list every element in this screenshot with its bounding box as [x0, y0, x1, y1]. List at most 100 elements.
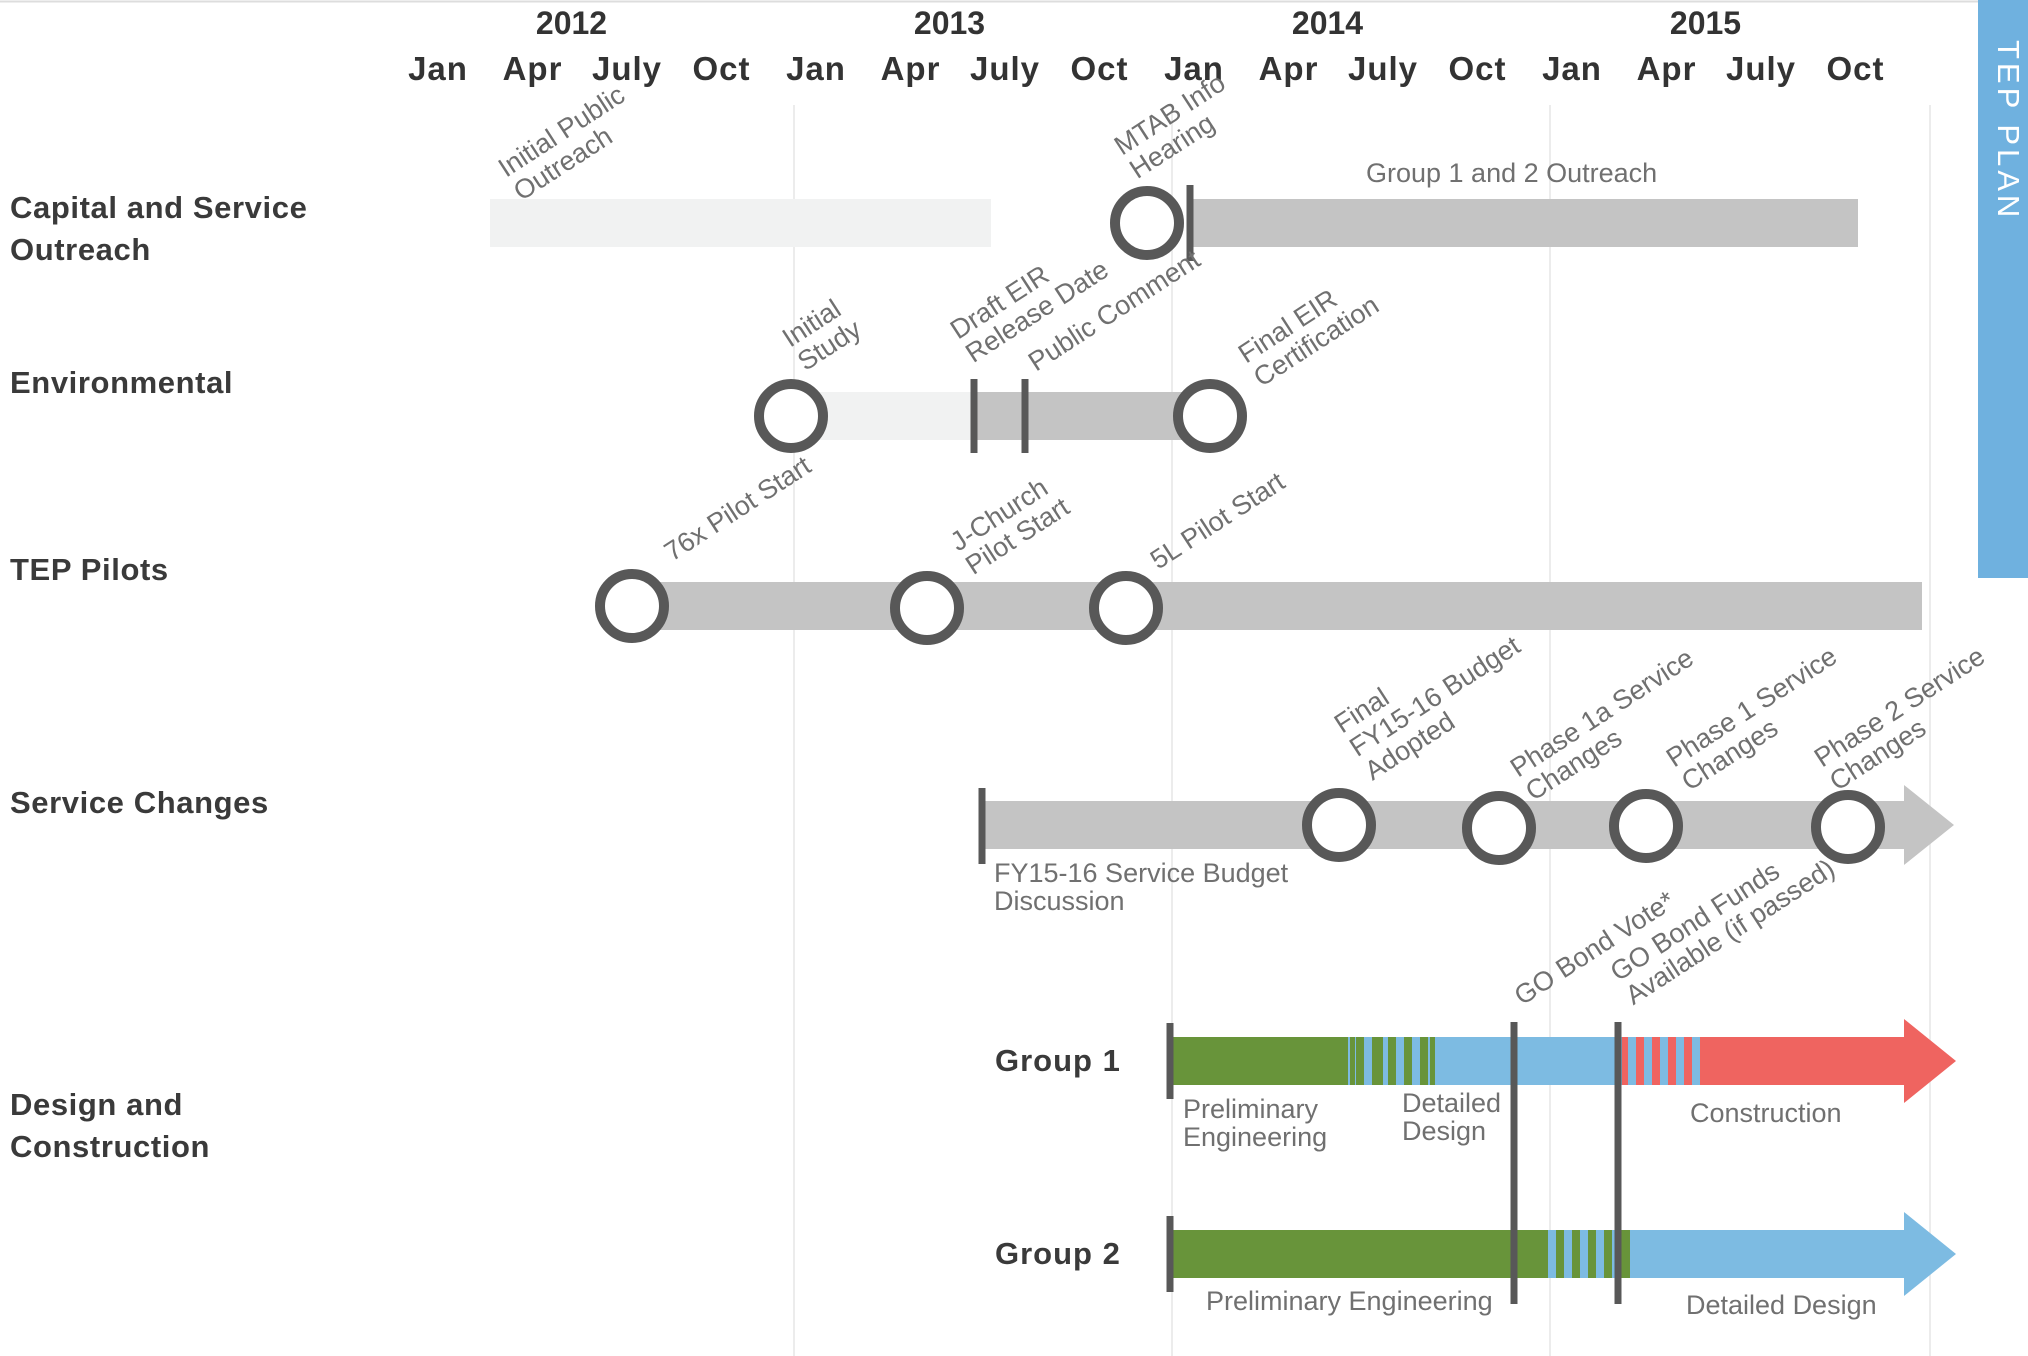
row-label-service: Service Changes	[10, 785, 269, 820]
group-1-label-detailed-design: Detailed Design	[1402, 1088, 1501, 1146]
group-label-2: Group 2	[995, 1236, 1121, 1271]
group-2-label-detailed-design-line: Detailed Design	[1686, 1290, 1877, 1320]
row-label-capital-line: Capital and Service	[10, 190, 307, 225]
row-label-design-line: Design and	[10, 1087, 183, 1122]
year-label-2012: 2012	[536, 5, 607, 41]
milestone-final-eir	[1173, 379, 1247, 453]
row-label-pilots-line: TEP Pilots	[10, 552, 169, 587]
month-label-2012-oct: Oct	[692, 50, 750, 87]
group-1-label-detailed-design-line: Detailed	[1402, 1088, 1501, 1118]
row-label-service-line: Service Changes	[10, 785, 269, 820]
group-2-phase-0	[1170, 1230, 1545, 1278]
month-label-2015-jan: Jan	[1542, 50, 1602, 87]
group-1-label-preliminary-engineering: Preliminary Engineering	[1183, 1094, 1327, 1152]
label-j-church-pilot-start: J-ChurchPilot Start	[945, 468, 1075, 581]
month-label-2014-apr: Apr	[1259, 50, 1319, 87]
note-group-1-2-outreach: Group 1 and 2 Outreach	[1366, 158, 1657, 188]
month-label-2013-oct: Oct	[1070, 50, 1128, 87]
group-2-transition-blue-2	[1580, 1230, 1588, 1278]
month-label-2013-apr: Apr	[881, 50, 941, 87]
group-1-transition-green-4	[1420, 1037, 1428, 1085]
row-label-environmental: Environmental	[10, 365, 233, 400]
month-label-2014-oct: Oct	[1448, 50, 1506, 87]
row-label-environmental-line: Environmental	[10, 365, 233, 400]
group-1-phase-4	[1710, 1037, 1904, 1085]
group-1-transition-blue-2	[1660, 1037, 1668, 1085]
bar-environmental-1	[975, 392, 1210, 440]
bar-pilots-0	[632, 582, 1922, 630]
group-1-stripe-0	[1350, 1037, 1355, 1085]
milestone-mtab-info-hearing	[1110, 186, 1184, 260]
row-label-capital-line: Outreach	[10, 232, 151, 267]
row-label-design-line: Construction	[10, 1129, 210, 1164]
group-1-stripe-2	[1378, 1037, 1383, 1085]
group-2-transition-blue-0	[1548, 1230, 1556, 1278]
group-1-phase-2	[1432, 1037, 1622, 1085]
milestone-final-fy15-16-budget	[1302, 788, 1376, 862]
group-1-transition-green-3	[1404, 1037, 1412, 1085]
milestone-initial-study	[754, 379, 828, 453]
group-1-transition-blue-3	[1676, 1037, 1684, 1085]
group-1-stripe-1	[1365, 1037, 1370, 1085]
group-1-label-preliminary-engineering-line: Engineering	[1183, 1122, 1327, 1152]
tep-plan-side-tab	[1978, 0, 2028, 578]
milestone-j-church-pilot-start	[890, 571, 964, 645]
group-1-label-detailed-design-line: Design	[1402, 1116, 1486, 1146]
milestone-5l-pilot-start	[1089, 571, 1163, 645]
month-label-2014-jan: Jan	[1164, 50, 1224, 87]
milestone-76x-pilot-start	[595, 569, 669, 643]
group-2-transition-blue-1	[1564, 1230, 1572, 1278]
month-label-2012-apr: Apr	[503, 50, 563, 87]
group-label-1: Group 1	[995, 1043, 1121, 1078]
group-2-label-detailed-design: Detailed Design	[1686, 1290, 1877, 1320]
month-label-2012-jan: Jan	[408, 50, 468, 87]
label-76x-pilot-start-line: 76x Pilot Start	[659, 450, 817, 567]
milestone-phase-2	[1811, 790, 1885, 864]
bar-capital-1	[1188, 199, 1858, 247]
row-label-capital: Capital and Service Outreach	[10, 190, 307, 267]
note-fy15-16-service-budget-discussion: FY15-16 Service Budget Discussion	[994, 858, 1289, 916]
row-label-design: Design and Construction	[10, 1087, 210, 1164]
month-label-2012-july: July	[592, 50, 662, 87]
group-1-phase-0	[1170, 1037, 1348, 1085]
label-initial-public-outreach: Initial PublicOutreach	[493, 79, 645, 206]
group-2-transition-blue-3	[1596, 1230, 1604, 1278]
tep-plan-tab-label: TEP PLAN	[1991, 40, 2026, 221]
group-2-label-preliminary-engineering: Preliminary Engineering	[1206, 1286, 1493, 1316]
group-1-arrowhead	[1904, 1019, 1956, 1103]
note-fy15-16-service-budget-discussion-line: Discussion	[994, 886, 1125, 916]
group-1-transition-green-0	[1356, 1037, 1364, 1085]
group-1-transition-green-1	[1372, 1037, 1380, 1085]
group-1-transition-blue-1	[1644, 1037, 1652, 1085]
month-label-2013-jan: Jan	[786, 50, 846, 87]
year-label-2015: 2015	[1670, 5, 1741, 41]
marks-layer	[595, 185, 1885, 1304]
month-label-2015-july: July	[1726, 50, 1796, 87]
group-1-transition-blue-4	[1692, 1037, 1700, 1085]
bar-service-body	[982, 801, 1904, 849]
group-1-label-construction-line: Construction	[1690, 1098, 1842, 1128]
month-label-2015-oct: Oct	[1826, 50, 1884, 87]
month-label-2013-july: July	[970, 50, 1040, 87]
group-2-label-preliminary-engineering-line: Preliminary Engineering	[1206, 1286, 1493, 1316]
month-label-2014-july: July	[1348, 50, 1418, 87]
year-label-2013: 2013	[914, 5, 985, 41]
bars-layer	[490, 0, 2028, 1296]
group-2-arrowhead	[1904, 1212, 1956, 1296]
month-label-2015-apr: Apr	[1637, 50, 1697, 87]
group-1-transition-blue-0	[1628, 1037, 1636, 1085]
milestone-phase-1	[1609, 789, 1683, 863]
milestone-phase-1a	[1462, 791, 1536, 865]
year-label-2014: 2014	[1292, 5, 1363, 41]
note-fy15-16-service-budget-discussion-line: FY15-16 Service Budget	[994, 858, 1289, 888]
label-5l-pilot-start-line: 5L Pilot Start	[1145, 466, 1291, 575]
label-5l-pilot-start: 5L Pilot Start	[1145, 466, 1291, 575]
label-final-eir-certification: Final EIRCertification	[1233, 266, 1384, 392]
label-initial-study: InitialStudy	[777, 290, 867, 377]
group-1-stripe-6	[1430, 1037, 1435, 1085]
row-label-pilots: TEP Pilots	[10, 552, 169, 587]
label-76x-pilot-start: 76x Pilot Start	[659, 450, 817, 567]
group-1-label-preliminary-engineering-line: Preliminary	[1183, 1094, 1319, 1124]
